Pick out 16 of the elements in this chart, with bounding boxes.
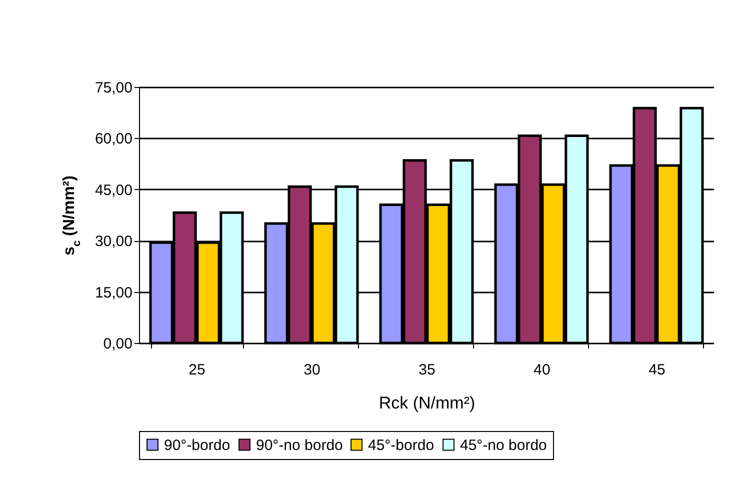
y-tick-label: 0,00 xyxy=(103,336,132,352)
x-tick-label: 45 xyxy=(648,362,666,378)
y-tick-label: 75,00 xyxy=(94,80,132,96)
legend-label: 45°-no bordo xyxy=(460,436,547,454)
legend-label: 90°-no bordo xyxy=(256,436,343,454)
y-tick-label: 45,00 xyxy=(94,182,132,199)
legend-label: 45°-bordo xyxy=(368,436,434,454)
x-tick-label: 30 xyxy=(304,362,320,378)
y-tick-label: 30,00 xyxy=(94,233,132,250)
x-axis-title: Rck (N/mm²) xyxy=(378,394,476,412)
x-tick-label: 25 xyxy=(188,362,206,378)
y-tick-label: 15,00 xyxy=(94,284,132,302)
x-tick-label: 35 xyxy=(418,362,436,378)
y-tick-label: 60,00 xyxy=(94,130,132,148)
x-tick-label: 40 xyxy=(534,362,550,378)
legend-label: 90°-bordo xyxy=(164,436,230,454)
